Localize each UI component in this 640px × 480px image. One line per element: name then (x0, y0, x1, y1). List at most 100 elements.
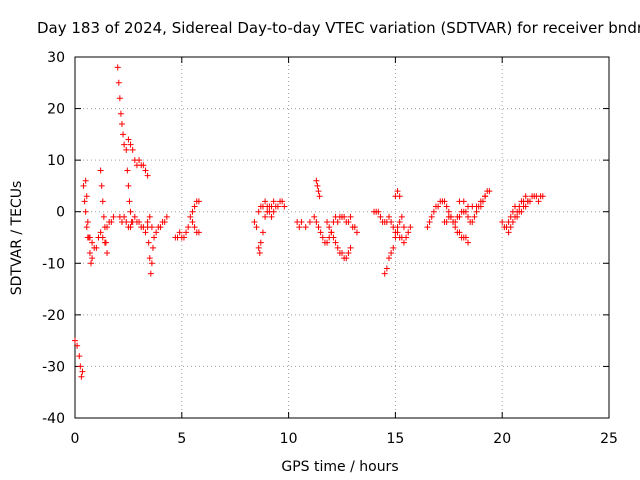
data-point (465, 213, 472, 220)
data-point (189, 219, 196, 226)
y-axis-label: SDTVAR / TECUs (9, 181, 25, 296)
data-point (104, 249, 111, 256)
data-point (195, 229, 202, 236)
data-point (311, 213, 318, 220)
data-point (163, 213, 170, 220)
data-point (125, 136, 132, 143)
data-point (136, 157, 143, 164)
data-point (330, 234, 337, 241)
data-point (83, 193, 90, 200)
data-points (72, 64, 546, 380)
data-point (385, 255, 392, 262)
data-point (452, 219, 459, 226)
data-point (89, 255, 96, 262)
data-point (426, 219, 433, 226)
data-point (507, 224, 514, 231)
data-point (83, 224, 90, 231)
data-point (127, 208, 134, 215)
data-point (129, 146, 136, 153)
data-point (473, 208, 480, 215)
data-point (255, 244, 262, 251)
data-point (93, 244, 100, 251)
data-point (97, 229, 104, 236)
data-point (394, 188, 401, 195)
data-point (326, 224, 333, 231)
data-point (462, 208, 469, 215)
data-point (195, 198, 202, 205)
data-point (144, 219, 151, 226)
data-point (262, 198, 269, 205)
data-point (279, 198, 286, 205)
data-point (465, 239, 472, 246)
data-point (110, 213, 117, 220)
data-point (259, 229, 266, 236)
data-point (123, 219, 130, 226)
data-point (274, 203, 281, 210)
data-point (499, 219, 506, 226)
data-point (118, 121, 125, 128)
data-point (334, 219, 341, 226)
data-point (131, 213, 138, 220)
data-point (324, 219, 331, 226)
data-point (315, 188, 322, 195)
data-point (84, 219, 91, 226)
data-point (153, 229, 160, 236)
data-point (268, 213, 275, 220)
data-point (313, 219, 320, 226)
data-point (306, 219, 313, 226)
data-point (456, 229, 463, 236)
data-point (317, 229, 324, 236)
y-axis: -40 -30 -20 -10 0 10 20 30 (42, 50, 609, 427)
data-point (136, 219, 143, 226)
data-point (522, 203, 529, 210)
y-tick-label: -20 (42, 308, 65, 324)
data-point (505, 219, 512, 226)
data-point (101, 224, 108, 231)
data-point (123, 146, 130, 153)
data-point (456, 213, 463, 220)
data-point (447, 213, 454, 220)
data-point (281, 203, 288, 210)
data-point (507, 213, 514, 220)
data-point (347, 213, 354, 220)
data-point (142, 229, 149, 236)
data-point (535, 198, 542, 205)
data-point (390, 244, 397, 251)
data-point (140, 162, 147, 169)
data-point (157, 224, 164, 231)
data-point (324, 239, 331, 246)
data-point (375, 208, 382, 215)
data-point (385, 213, 392, 220)
data-point (257, 239, 264, 246)
data-point (460, 198, 467, 205)
data-point (79, 368, 86, 375)
data-point (148, 260, 155, 267)
data-point (482, 193, 489, 200)
data-point (102, 239, 109, 246)
data-point (388, 219, 395, 226)
data-point (85, 234, 92, 241)
data-point (396, 193, 403, 200)
data-point (351, 224, 358, 231)
data-point (443, 219, 450, 226)
data-point (316, 193, 323, 200)
data-point (445, 208, 452, 215)
data-point (428, 213, 435, 220)
data-point (89, 239, 96, 246)
data-point (81, 198, 88, 205)
data-point (88, 260, 95, 267)
y-tick-label: 10 (47, 153, 65, 169)
y-tick-label: 0 (56, 205, 65, 221)
data-point (314, 182, 321, 189)
data-point (396, 219, 403, 226)
data-point (296, 224, 303, 231)
data-point (471, 213, 478, 220)
data-point (505, 229, 512, 236)
data-point (400, 239, 407, 246)
data-point (98, 182, 105, 189)
data-point (255, 208, 262, 215)
data-point (403, 234, 410, 241)
x-tick-label: 10 (280, 431, 298, 447)
data-point (151, 234, 158, 241)
y-tick-label: 30 (47, 50, 65, 66)
